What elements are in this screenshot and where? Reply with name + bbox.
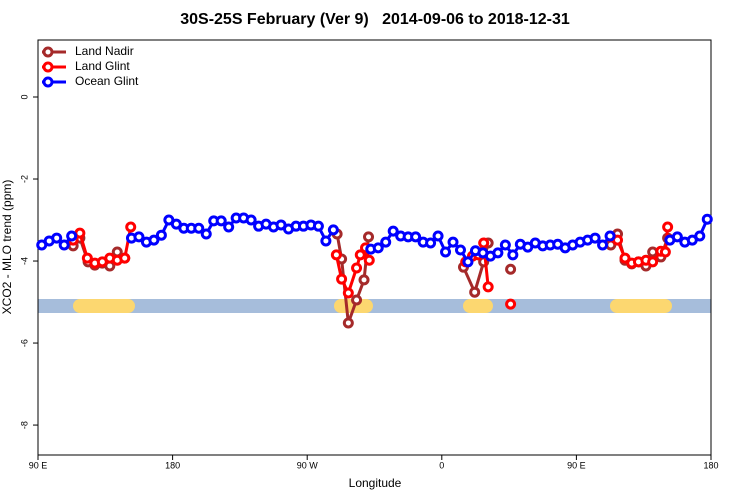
x-tick-label: 90 E [567,460,586,470]
data-point [372,242,384,254]
data-point [245,214,257,226]
data-point [505,298,517,310]
data-point [619,252,631,264]
y-tick-label: 0 [19,94,29,99]
data-point [482,281,494,293]
data-point [215,215,227,227]
data-point [647,256,659,268]
data-point [671,231,683,243]
data-point [336,273,348,285]
data-point [312,220,324,232]
data-point [499,239,511,251]
data-point [387,225,399,237]
data-point [505,263,517,275]
legend-label: Land Glint [75,59,130,73]
data-point [478,237,490,249]
data-point [432,230,444,242]
legend-label: Ocean Glint [75,74,139,88]
data-point [425,237,437,249]
data-point [597,239,609,251]
data-point [320,235,332,247]
data-point [507,249,519,261]
data-point [363,231,375,243]
data-point [66,230,78,242]
data-point [342,287,354,299]
x-tick-label: 180 [703,460,718,470]
x-axis-label: Longitude [349,476,402,490]
data-point [193,222,205,234]
data-point [358,274,370,286]
data-point [363,254,375,266]
data-point [58,239,70,251]
legend-label: Land Nadir [75,44,134,58]
data-point [462,256,474,268]
data-point [492,247,504,259]
data-point [351,262,363,274]
data-point [125,221,137,233]
data-point [604,230,616,242]
data-point [440,246,452,258]
legend-marker [42,76,54,88]
y-tick-label: -8 [19,421,29,429]
y-tick-label: -4 [19,257,29,265]
data-point [119,252,131,264]
x-tick-label: 180 [165,460,180,470]
data-point [354,249,366,261]
y-tick-label: -2 [19,175,29,183]
chart-title: 30S-25S February (Ver 9) 2014-09-06 to 2… [180,11,570,28]
data-point [380,236,392,248]
data-point [342,317,354,329]
data-point [200,228,212,240]
data-point [223,221,235,233]
data-point [701,213,713,225]
data-point [327,224,339,236]
x-tick-label: 0 [439,460,444,470]
legend-marker [42,46,54,58]
legend-marker [42,61,54,73]
data-point [659,246,671,258]
data-point [447,236,459,248]
data-point [81,252,93,264]
data-point [133,231,145,243]
y-tick-label: -6 [19,339,29,347]
data-point [589,232,601,244]
data-point [330,249,342,261]
data-point [410,231,422,243]
data-point [351,294,363,306]
data-point [51,232,63,244]
data-point [155,229,167,241]
data-point [454,244,466,256]
data-point [662,221,674,233]
data-point [694,230,706,242]
x-tick-label: 90 E [29,460,48,470]
y-axis-label: XCO2 - MLO trend (ppm) [0,180,14,315]
x-tick-label: 90 W [297,460,319,470]
data-point [469,286,481,298]
data-point [148,234,160,246]
